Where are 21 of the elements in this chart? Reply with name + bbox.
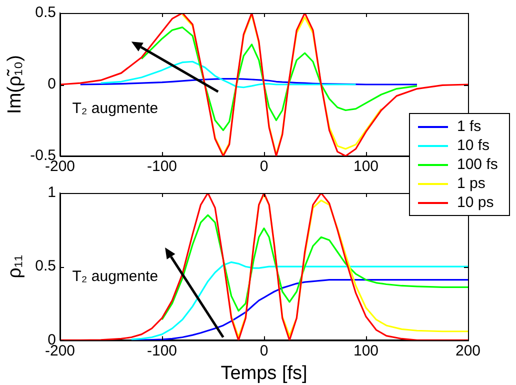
x-axis-title: Temps [fs] [220,362,308,384]
y-tick-label: 0 [48,76,56,93]
y-tick-label: 0.5 [35,258,56,275]
x-tick-label: -100 [146,342,178,360]
x-tick-label: 0 [260,342,268,360]
x-tick-label: 100 [353,342,379,360]
legend-label: 10 fs [457,137,490,154]
y-axis-title: ρ₁₁ [4,254,26,278]
y-axis-title: Im(ρ̃₁₀) [4,55,26,114]
legend-label: 1 ps [457,175,486,192]
y-tick-label: 0.5 [35,4,56,22]
legend-label: 10 ps [457,194,494,211]
legend-label: 100 fs [457,156,498,173]
annotation: T₂ augmente [72,268,158,286]
x-tick-label: 0 [260,158,268,176]
x-tick-label: -100 [146,158,178,176]
y-tick-label: 1 [48,184,56,202]
legend-label: 1 fs [457,118,482,135]
x-tick-label: 200 [455,342,481,360]
x-tick-label: 100 [353,158,379,176]
annotation: T₂ augmente [72,100,158,117]
